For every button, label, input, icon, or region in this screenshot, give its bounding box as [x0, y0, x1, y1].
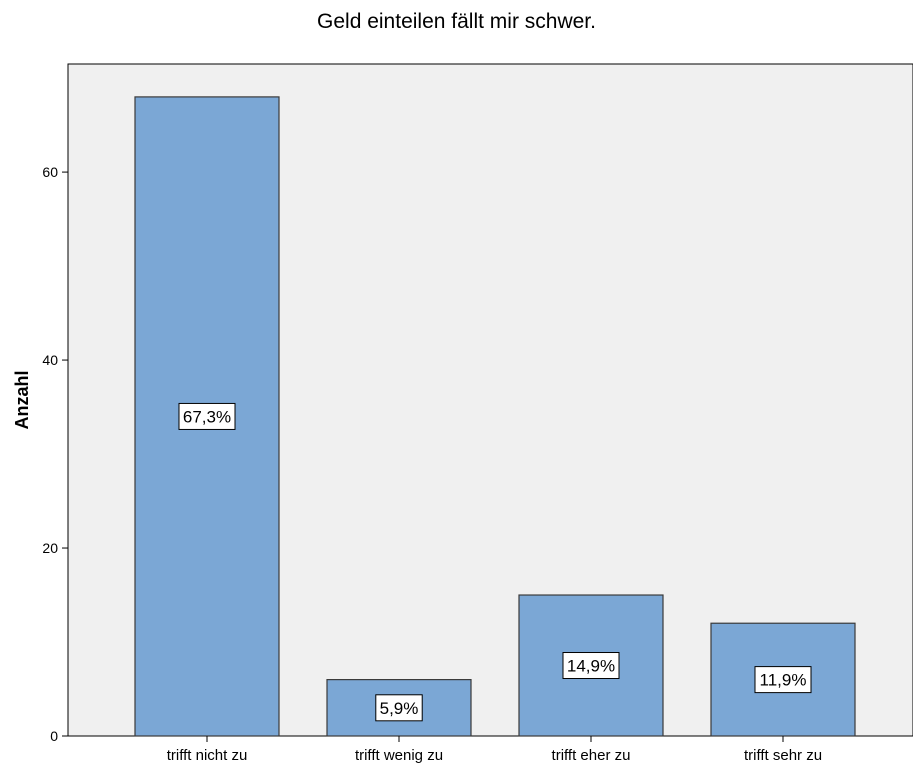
y-tick-label: 60	[42, 164, 58, 180]
y-axis: 0 20 40 60	[42, 164, 68, 744]
data-label: 5,9%	[380, 699, 419, 718]
y-axis-title: Anzahl	[12, 370, 32, 429]
x-tick-label: trifft eher zu	[552, 747, 631, 764]
data-label-box	[754, 666, 812, 694]
data-label-box	[562, 652, 620, 680]
x-axis: trifft nicht zu trifft wenig zu trifft ehe…	[167, 736, 822, 764]
x-tick-label: trifft nicht zu	[167, 747, 248, 764]
data-label: 67,3%	[183, 407, 231, 426]
x-tick-label: trifft sehr zu	[744, 747, 822, 764]
data-label: 14,9%	[567, 657, 615, 676]
y-tick-label: 40	[42, 352, 58, 368]
y-tick-label: 0	[50, 728, 58, 744]
data-label: 11,9%	[760, 671, 807, 690]
data-label-box	[375, 694, 423, 722]
y-tick-label: 20	[42, 540, 58, 556]
chart-title: Geld einteilen fällt mir schwer.	[317, 10, 596, 33]
bars: 67,3% 5,9% 14,9% 11,9%	[134, 96, 856, 737]
x-tick-label: trifft wenig zu	[355, 747, 443, 764]
data-label-box	[178, 402, 236, 430]
